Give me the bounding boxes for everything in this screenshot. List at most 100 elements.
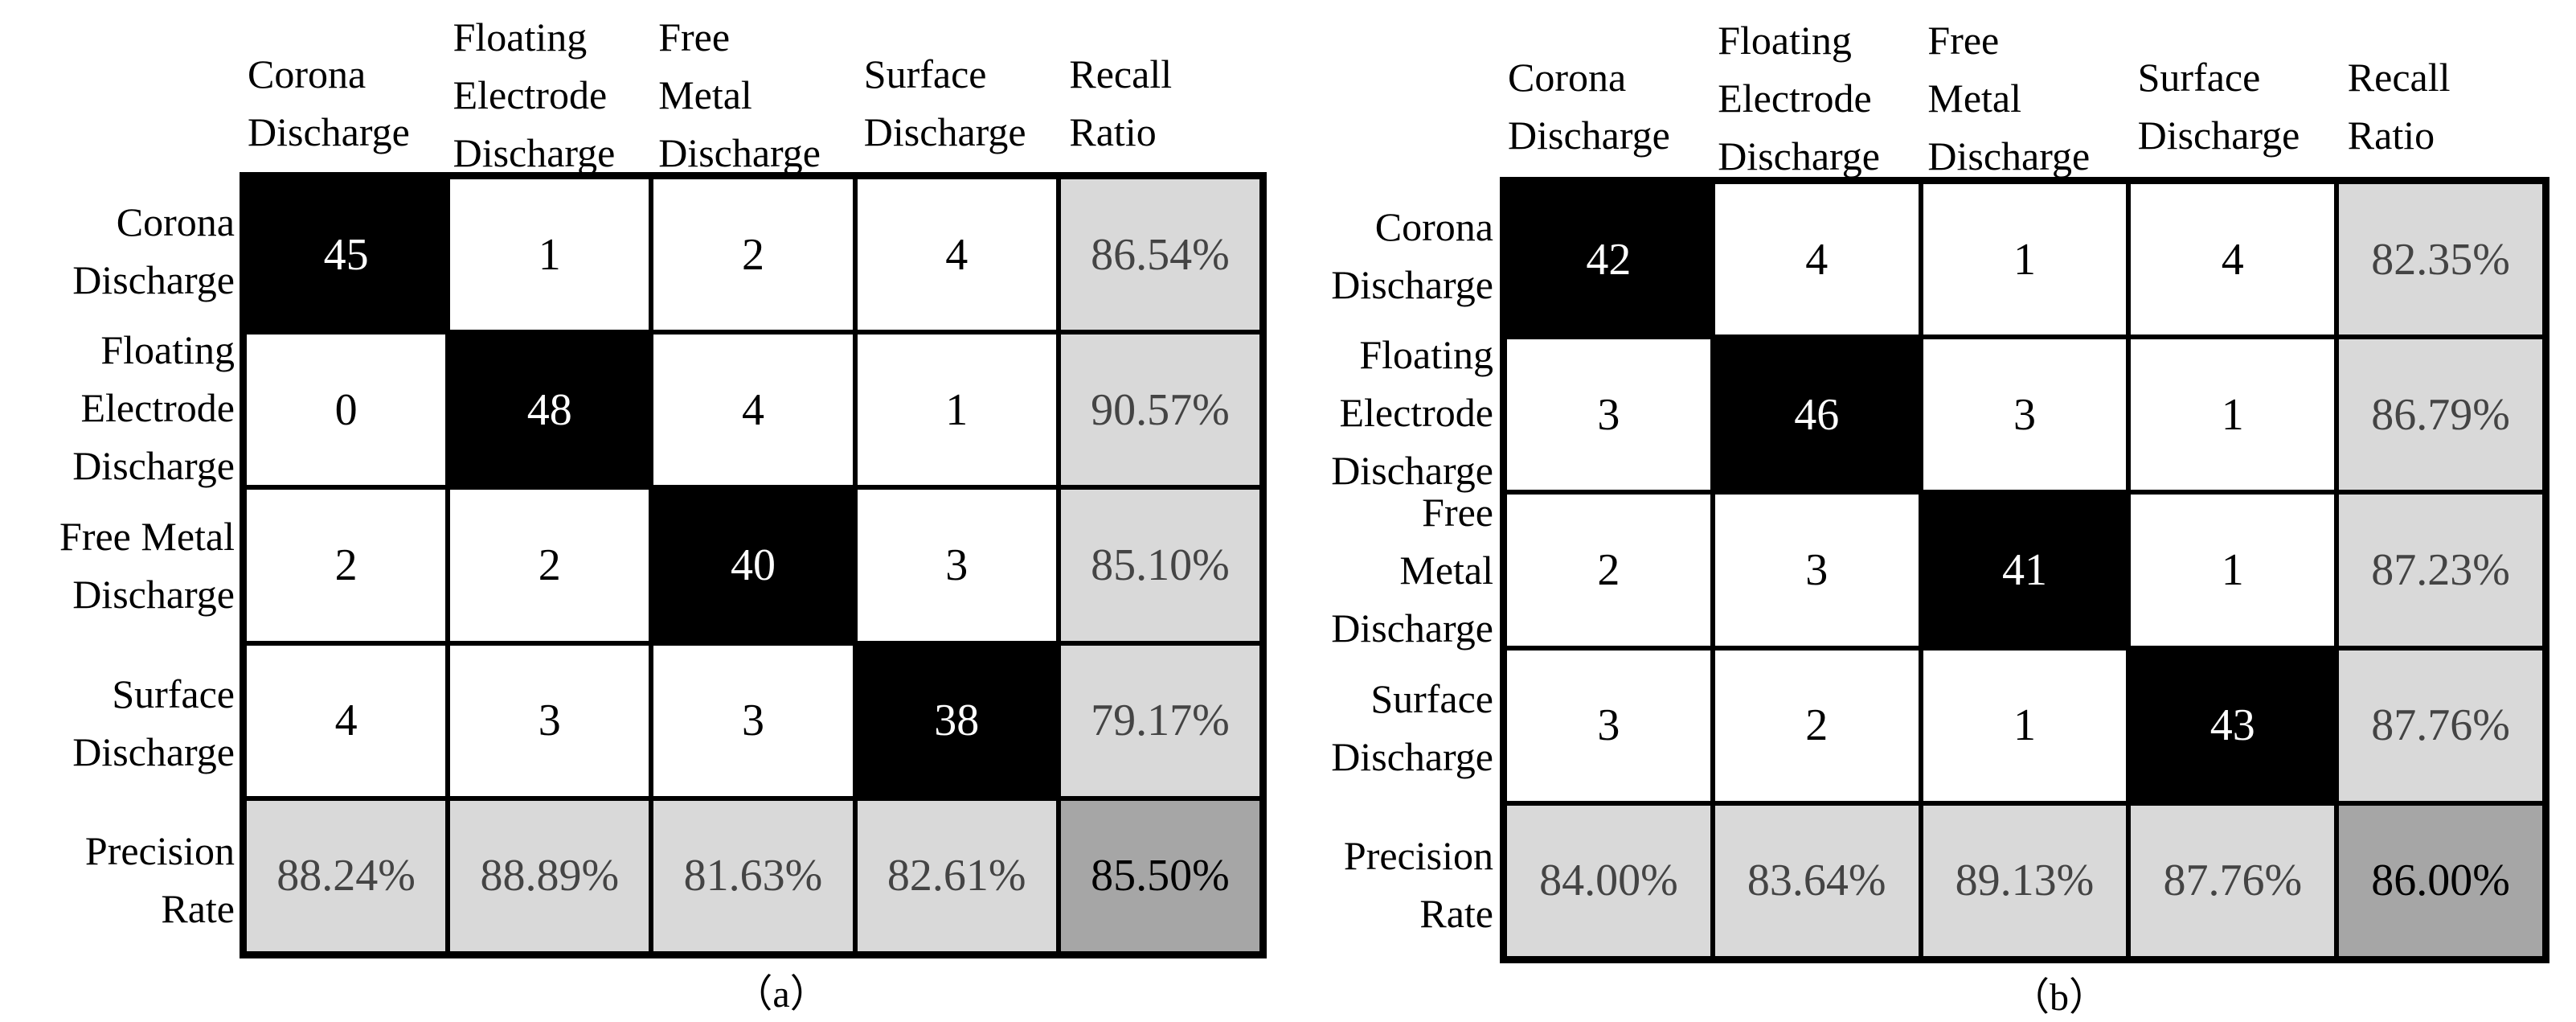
column-header: Surface Discharge (864, 45, 1026, 161)
column-header-line: Metal (1927, 76, 2022, 121)
matrix-cell: 2 (1712, 647, 1921, 803)
row-header-line: Surface (1370, 675, 1493, 721)
recall-cell: 90.57% (1058, 332, 1262, 488)
row-header-line: Discharge (1331, 605, 1493, 651)
column-header-line: Discharge (1508, 113, 1670, 158)
recall-cell: 86.54% (1058, 177, 1262, 333)
column-header-line: Floating (453, 14, 588, 60)
matrix-cell: 1 (2128, 337, 2337, 493)
matrix-grid: 42 4 1 4 82.35% 3 46 3 1 86.79% 2 3 41 1 87.23% 3 2 1 43 87… (1500, 177, 2549, 963)
confusion-matrix-b: Corona Discharge Floating Electrode Discharg… (1288, 0, 2576, 1022)
row-header-line: Free Metal (59, 513, 235, 559)
matrix-cell: 2 (244, 487, 448, 643)
matrix-cell: 1 (2128, 492, 2337, 648)
matrix-cell: 3 (854, 487, 1059, 643)
row-header-line: Corona (1374, 203, 1493, 249)
matrix-cell-diagonal: 46 (1712, 337, 1921, 493)
matrix-grid: 45 1 2 4 86.54% 0 48 4 1 90.57% 2 2 40 3 85.10% 4 3 3 38 79… (240, 172, 1267, 958)
matrix-cell: 1 (1920, 647, 2129, 803)
matrix-cell: 3 (651, 642, 855, 798)
column-header-line: Discharge (863, 109, 1026, 154)
column-header-line: Discharge (1927, 133, 2091, 179)
overall-accuracy-cell: 85.50% (1058, 798, 1262, 954)
column-header-line: Recall (2347, 55, 2451, 100)
row-header: Surface Discharge (72, 644, 235, 802)
matrix-cell: 1 (854, 332, 1059, 488)
column-header-line: Electrode (1718, 76, 1872, 121)
row-header-line: Electrode (80, 385, 235, 431)
recall-cell: 79.17% (1058, 642, 1262, 798)
row-header-line: Corona (116, 199, 235, 244)
column-header-line: Discharge (658, 130, 821, 175)
matrix-cell-diagonal: 40 (651, 487, 855, 643)
column-header-line: Surface (863, 51, 987, 96)
matrix-cell: 4 (854, 177, 1059, 333)
matrix-cell: 3 (1920, 337, 2129, 493)
column-header: Corona Discharge (1508, 48, 1670, 164)
column-header-line: Discharge (1718, 133, 1880, 179)
column-header-line: Metal (658, 72, 752, 117)
matrix-cell: 1 (1920, 182, 2129, 338)
column-header-line: Electrode (453, 72, 608, 117)
matrix-cell: 3 (1505, 337, 1713, 493)
precision-cell: 84.00% (1505, 802, 1713, 958)
row-header: Precision Rate (85, 801, 235, 958)
column-header-line: Floating (1718, 18, 1852, 63)
confusion-matrix-a: Corona Discharge Floating Electrode Discharg… (59, 8, 1267, 1016)
row-header-line: Rate (161, 886, 235, 932)
recall-cell: 82.35% (2336, 182, 2545, 338)
column-header: Floating Electrode Discharge (1718, 11, 1880, 185)
matrix-cell: 4 (651, 332, 855, 488)
panel-caption: （a） (734, 973, 829, 1016)
row-header-line: Discharge (72, 443, 235, 489)
matrix-cell: 2 (651, 177, 855, 333)
row-header-line: Free (1422, 489, 1493, 535)
column-header: Corona Discharge (248, 45, 410, 161)
column-header-line: Surface (2137, 55, 2261, 100)
recall-cell: 87.76% (2336, 647, 2545, 803)
row-header: Precision Rate (1344, 806, 1493, 963)
matrix-cell: 2 (1505, 492, 1713, 648)
column-header: Recall Ratio (2348, 48, 2451, 164)
overall-accuracy-cell: 86.00% (2336, 802, 2545, 958)
matrix-cell-diagonal: 38 (854, 642, 1059, 798)
matrix-cell: 0 (244, 332, 448, 488)
row-header-line: Floating (1359, 332, 1493, 378)
row-header-line: Precision (84, 828, 235, 874)
column-header-line: Free (658, 14, 731, 60)
matrix-cell-diagonal: 45 (244, 177, 448, 333)
precision-cell: 87.76% (2128, 802, 2337, 958)
matrix-cell: 4 (2128, 182, 2337, 338)
precision-cell: 89.13% (1920, 802, 2129, 958)
row-header: Surface Discharge (1331, 649, 1493, 807)
matrix-cell-diagonal: 41 (1920, 492, 2129, 648)
matrix-cell: 2 (448, 487, 652, 643)
matrix-cell: 1 (448, 177, 652, 333)
row-header: Corona Discharge (1331, 177, 1493, 335)
column-header-line: Ratio (1069, 109, 1157, 154)
column-header-line: Discharge (2137, 113, 2300, 158)
precision-cell: 81.63% (651, 798, 855, 954)
matrix-cell-diagonal: 48 (448, 332, 652, 488)
row-header-line: Electrode (1339, 390, 1493, 436)
column-header: Floating Electrode Discharge (453, 8, 616, 182)
row-header-line: Discharge (72, 257, 235, 302)
row-header-line: Rate (1419, 891, 1493, 937)
panel-caption: （b） (2010, 976, 2107, 1019)
column-header-line: Recall (1069, 51, 1173, 96)
matrix-cell-diagonal: 42 (1505, 182, 1713, 338)
matrix-cell: 4 (1712, 182, 1921, 338)
column-header-line: Corona (248, 51, 367, 96)
matrix-cell: 3 (1505, 647, 1713, 803)
column-header-line: Ratio (2347, 113, 2435, 158)
matrix-cell: 3 (1712, 492, 1921, 648)
column-header: Free Metal Discharge (658, 8, 821, 182)
column-header-line: Discharge (248, 109, 410, 154)
row-header-line: Discharge (1331, 261, 1493, 307)
row-header: Free Metal Discharge (59, 486, 235, 644)
row-header: Corona Discharge (72, 172, 235, 330)
row-header-line: Discharge (1331, 733, 1493, 779)
precision-cell: 82.61% (854, 798, 1059, 954)
column-header: Surface Discharge (2138, 48, 2300, 164)
row-header-line: Discharge (72, 729, 235, 774)
